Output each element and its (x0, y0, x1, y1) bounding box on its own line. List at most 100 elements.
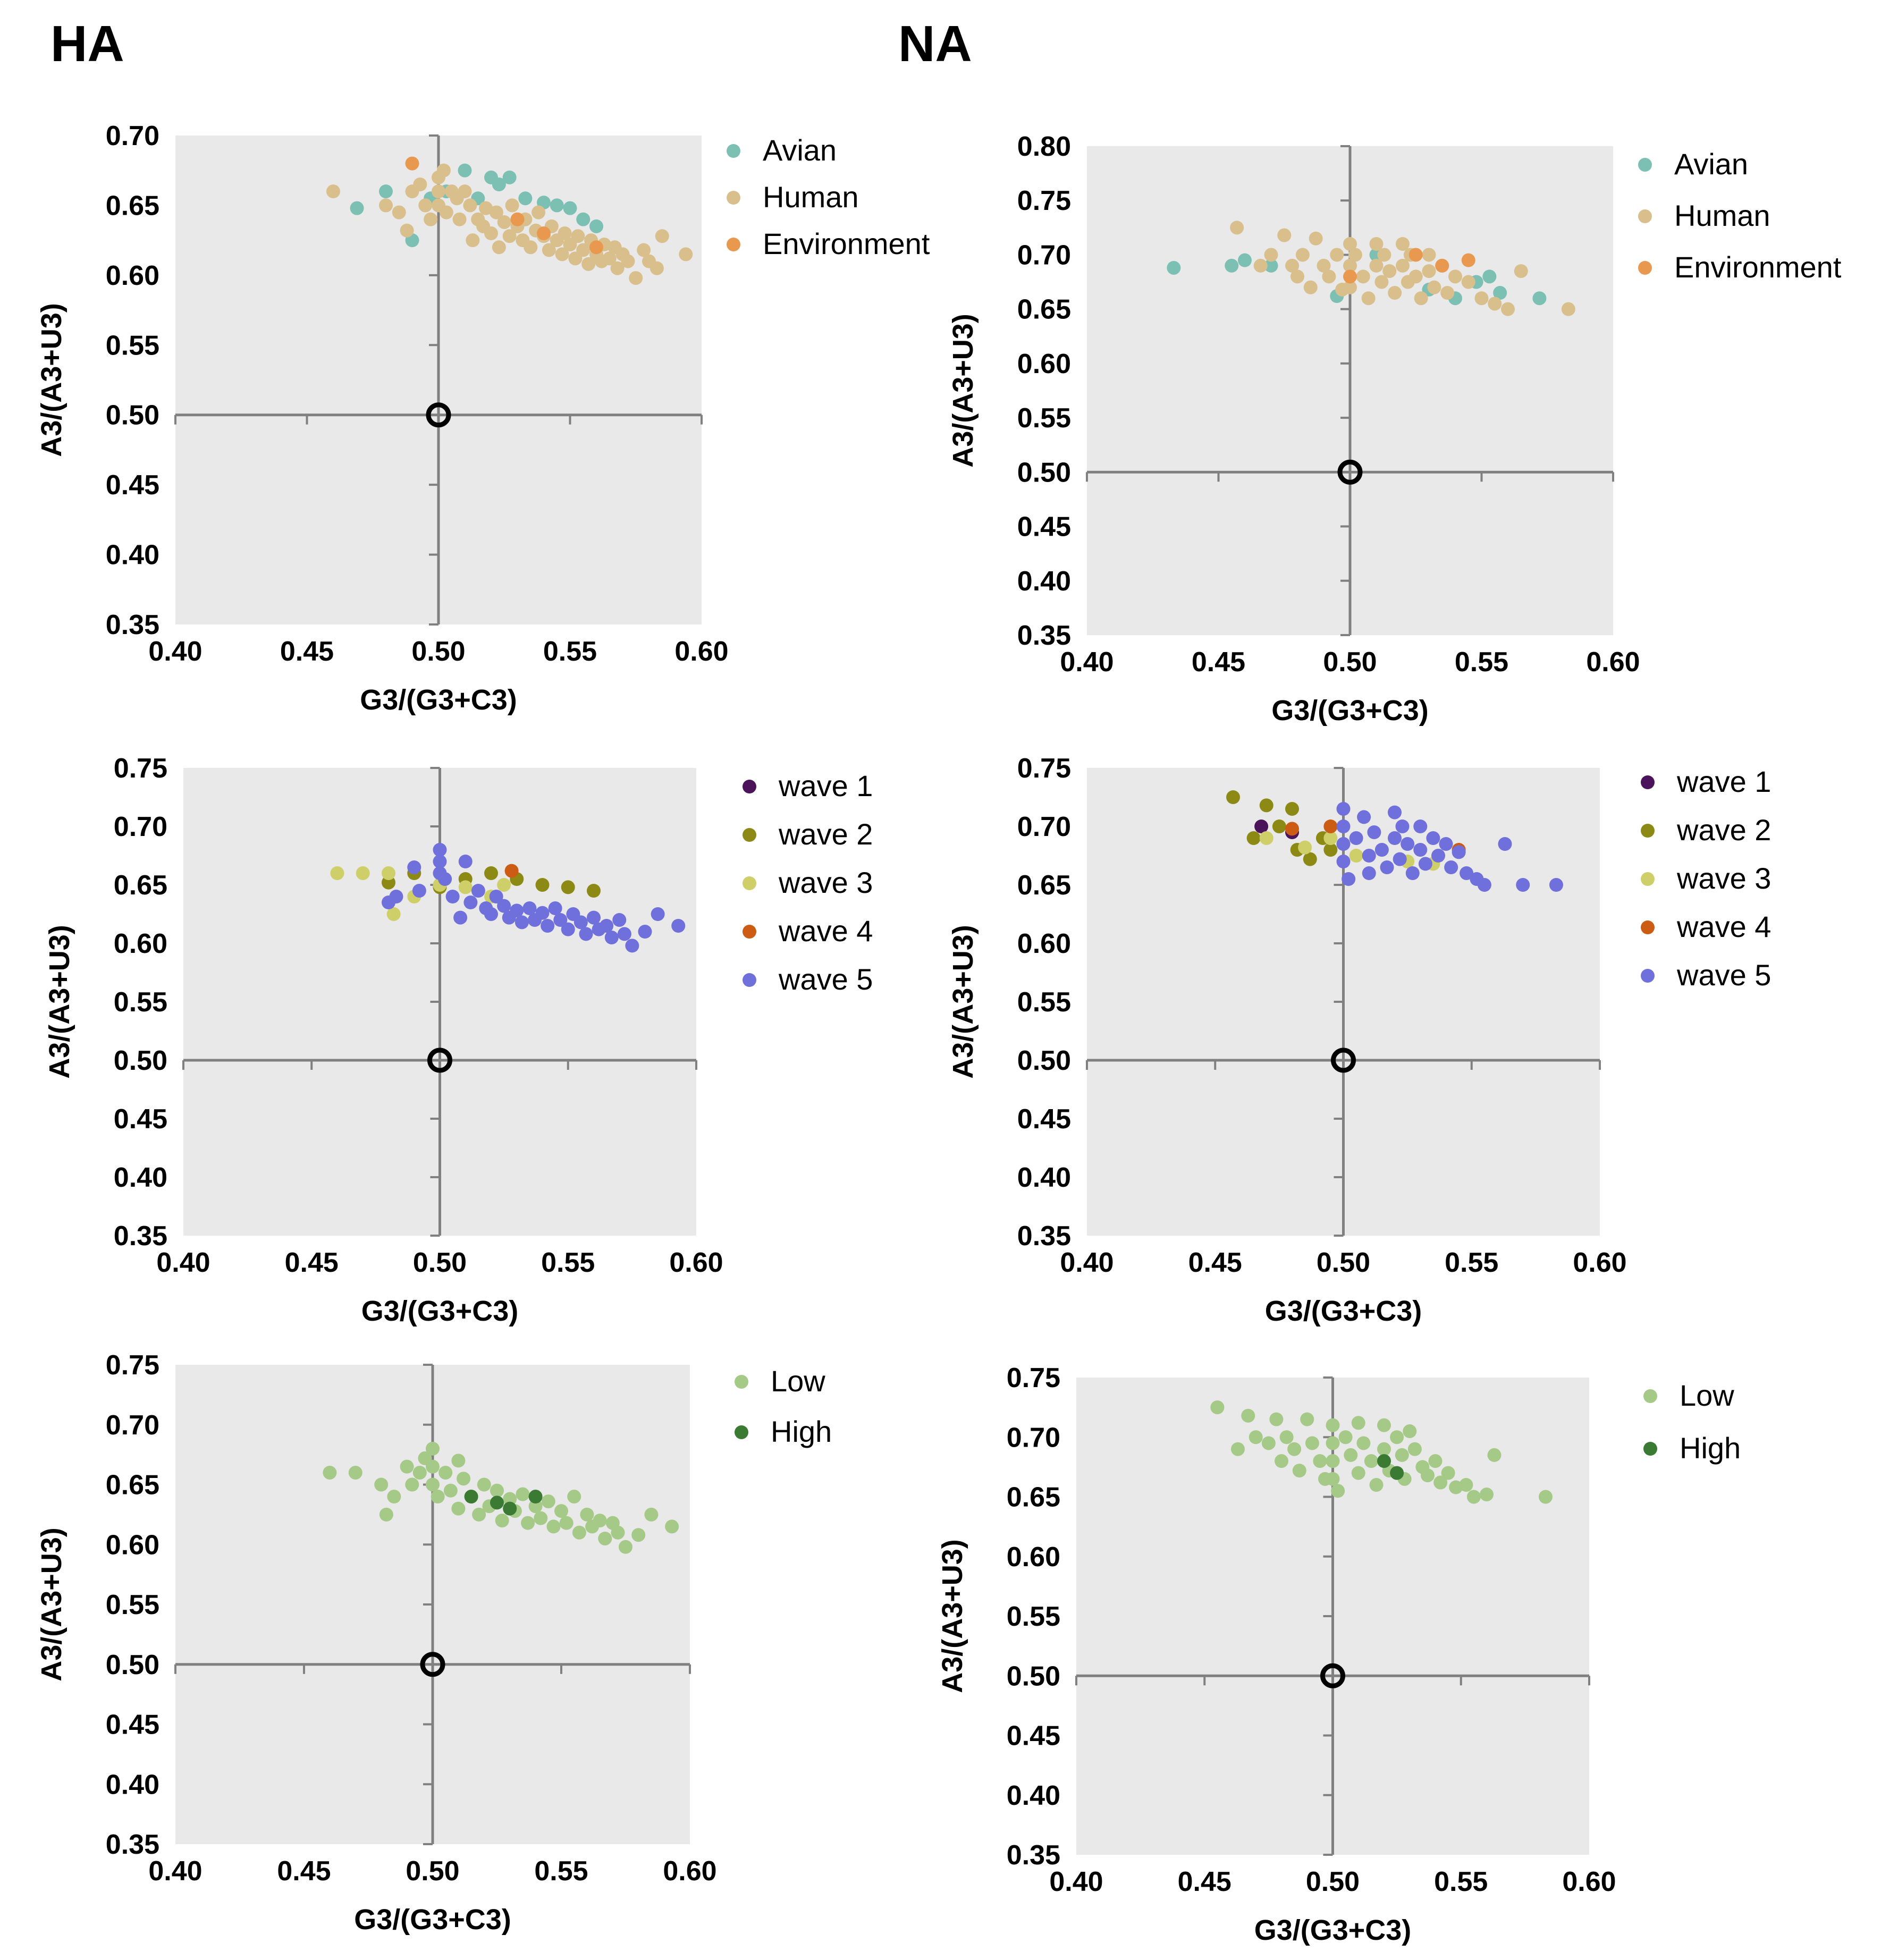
y-tick-label: 0.60 (106, 260, 159, 291)
data-point (374, 1477, 389, 1492)
legend-label: Low (1680, 1379, 1734, 1412)
data-point (490, 1496, 504, 1510)
x-axis-title: G3/(G3+C3) (1265, 1295, 1422, 1327)
y-tick-label: 0.40 (1007, 1780, 1060, 1811)
legend-swatch (1641, 872, 1655, 886)
data-point (532, 205, 546, 219)
data-point (1395, 1448, 1409, 1462)
data-point (1230, 1442, 1245, 1456)
data-point (1377, 248, 1391, 262)
data-point (1326, 1454, 1340, 1468)
legend-label: wave 4 (1676, 910, 1771, 943)
data-point (1246, 831, 1261, 845)
data-point (1336, 820, 1351, 833)
x-tick-label: 0.40 (1060, 647, 1114, 678)
data-point (502, 229, 517, 243)
legend-swatch (735, 1375, 748, 1389)
x-tick-label: 0.50 (1306, 1866, 1360, 1897)
data-point (1343, 280, 1357, 294)
x-tick-label: 0.50 (413, 1247, 467, 1278)
data-point (1532, 291, 1547, 306)
data-point (612, 913, 627, 927)
data-point (1422, 264, 1436, 278)
data-point (1279, 1430, 1294, 1444)
legend-swatch (735, 1425, 748, 1439)
data-point (637, 243, 651, 257)
data-point (1259, 831, 1273, 845)
data-point (438, 872, 452, 886)
data-point (495, 1514, 509, 1528)
y-tick-label: 0.40 (114, 1162, 167, 1193)
legend-label: Avian (1674, 147, 1748, 181)
data-point (679, 247, 693, 261)
series-high (1377, 1454, 1404, 1480)
legend-swatch (743, 876, 756, 890)
data-point (598, 1531, 612, 1545)
data-point (1303, 280, 1318, 294)
legend-label: High (771, 1415, 832, 1448)
data-point (1225, 258, 1239, 273)
y-tick-label: 0.40 (106, 1769, 159, 1800)
data-point (1272, 820, 1286, 833)
y-tick-label: 0.35 (1017, 620, 1071, 651)
data-point (418, 198, 433, 213)
y-tick-label: 0.75 (1017, 753, 1071, 784)
data-point (407, 860, 421, 874)
x-tick-label: 0.50 (411, 636, 465, 667)
x-tick-label: 0.50 (1323, 647, 1377, 678)
data-point (604, 931, 619, 944)
data-point (1431, 849, 1446, 863)
data-point (432, 184, 445, 199)
data-point (1336, 855, 1351, 868)
data-point (1377, 1418, 1391, 1432)
data-point (323, 1465, 337, 1480)
data-point (1298, 840, 1312, 855)
reference-point-marker (1320, 1663, 1345, 1688)
legend-label: wave 5 (1676, 958, 1771, 992)
series-low (1210, 1400, 1553, 1504)
data-point (541, 1494, 555, 1509)
x-tick-label: 0.60 (663, 1856, 716, 1887)
x-tick-label: 0.60 (669, 1247, 723, 1278)
data-point (1474, 291, 1489, 306)
data-point (433, 843, 447, 857)
data-point (1374, 275, 1389, 289)
data-point (1367, 825, 1381, 839)
data-point (510, 212, 525, 226)
data-point (638, 925, 652, 939)
data-point (1459, 1478, 1473, 1492)
data-point (379, 184, 393, 199)
y-tick-label: 0.65 (1007, 1482, 1060, 1513)
legend-swatch (743, 973, 756, 987)
data-point (1369, 237, 1384, 251)
reference-point-marker (427, 1047, 452, 1073)
data-point (1380, 860, 1394, 874)
data-point (621, 254, 635, 268)
y-tick-label: 0.35 (1007, 1840, 1060, 1871)
data-point (1362, 849, 1376, 863)
y-tick-label: 0.80 (1017, 131, 1071, 162)
data-point (463, 198, 477, 213)
data-point (1401, 837, 1415, 851)
data-point (1285, 822, 1299, 836)
y-tick-label: 0.65 (106, 1470, 159, 1501)
data-point (1326, 1418, 1340, 1432)
data-point (542, 243, 556, 257)
data-point (1343, 269, 1357, 284)
data-point (452, 212, 467, 226)
data-point (392, 205, 406, 219)
data-point (510, 903, 524, 918)
data-point (489, 890, 503, 903)
data-point (453, 910, 468, 925)
y-tick-label: 0.55 (1017, 987, 1071, 1018)
data-point (1349, 849, 1363, 863)
data-point (503, 1501, 517, 1516)
legend-swatch (1638, 158, 1652, 172)
legend-swatch (1638, 261, 1652, 275)
y-tick-label: 0.50 (1007, 1661, 1060, 1692)
data-point (1374, 843, 1389, 857)
legend-swatch (743, 828, 756, 842)
data-point (1323, 843, 1338, 857)
y-tick-label: 0.35 (114, 1221, 167, 1252)
data-point (524, 240, 538, 255)
